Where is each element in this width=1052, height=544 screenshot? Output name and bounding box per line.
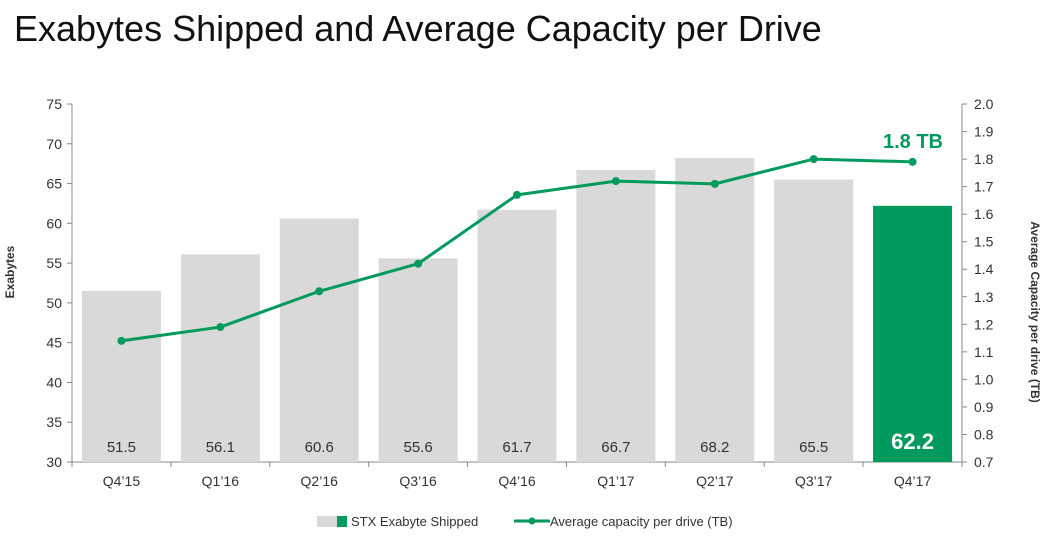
bar: [378, 258, 458, 462]
y2-tick-label: 1.2: [974, 316, 994, 332]
y2-tick-label: 1.9: [974, 124, 994, 140]
y-tick-label: 30: [46, 454, 62, 470]
line-point: [513, 190, 521, 199]
y2-tick-label: 1.6: [974, 206, 994, 222]
line-point: [809, 155, 818, 164]
bar-value-label: 68.2: [700, 439, 729, 456]
legend-bar-swatch: [317, 516, 347, 527]
legend-bar-swatch-accent: [337, 516, 347, 527]
bar-value-label: 60.6: [305, 439, 334, 456]
y-axis-label: Exabytes: [3, 245, 17, 298]
line-point: [216, 323, 225, 332]
x-tick-label: Q3’16: [399, 473, 437, 489]
bar: [774, 179, 854, 463]
x-tick-label: Q4’16: [498, 473, 536, 489]
y2-tick-label: 1.0: [974, 371, 994, 387]
bar-labels: 51.5 56.1 60.6 55.6 61.7 66.7 68.2 65.5 62.2: [107, 429, 934, 456]
line-point: [908, 157, 917, 166]
y-tick-label: 75: [46, 96, 62, 112]
bar: [81, 290, 161, 462]
y2-tick-label: 1.4: [974, 261, 994, 277]
y-tick-label: 65: [46, 176, 62, 192]
bar: [576, 170, 656, 462]
y2-tick-label: 2.0: [974, 96, 994, 112]
y2-tick-labels: 0.7 0.8 0.9 1.0 1.1 1.2 1.3 1.4 1.5 1.6 1.7 1.8 1.9 2…: [974, 96, 994, 470]
y2-tick-label: 1.3: [974, 289, 994, 305]
y2-tick-label: 1.8: [974, 151, 994, 167]
line-point: [710, 179, 719, 188]
x-tick-label: Q4’15: [103, 473, 141, 489]
page-title: Exabytes Shipped and Average Capacity pe…: [14, 8, 822, 49]
bar: [477, 209, 557, 462]
bars: [81, 158, 953, 463]
y-tick-label: 40: [46, 374, 62, 390]
y-tick-label: 35: [46, 414, 62, 430]
bar: [873, 205, 953, 462]
line-point: [117, 336, 126, 345]
y2-axis-label: Average Capacity per drive (TB): [1028, 221, 1042, 403]
x-tick-label: Q4’17: [894, 473, 932, 489]
legend-line-label: Average capacity per drive (TB): [550, 514, 733, 529]
bar-value-label: 55.6: [404, 439, 433, 456]
legend: STX Exabyte Shipped Average capacity per…: [317, 514, 733, 529]
x-tick-label: Q2’16: [301, 473, 339, 489]
x-tick-label: Q2’17: [696, 473, 734, 489]
legend-bar-label: STX Exabyte Shipped: [351, 514, 478, 529]
y2-tick-label: 0.9: [974, 399, 994, 415]
legend-line-marker: [528, 517, 536, 525]
line-point: [315, 287, 324, 296]
x-tick-labels: Q4’15 Q1’16 Q2’16 Q3’16 Q4’16 Q1’17 Q2’17 Q3’17…: [103, 473, 932, 489]
y2-tick-label: 1.7: [974, 179, 994, 195]
bar-value-label: 51.5: [107, 439, 136, 456]
annotation-label: 1.8 TB: [883, 131, 943, 153]
x-tick-label: Q3’17: [795, 473, 833, 489]
y-tick-label: 45: [46, 335, 62, 351]
bar: [675, 158, 755, 462]
y-tick-label: 60: [46, 215, 62, 231]
line-point: [414, 259, 423, 268]
y2-tick-label: 0.7: [974, 454, 994, 470]
bar-value-label: 66.7: [601, 439, 630, 456]
line-series: [117, 155, 917, 345]
line-point: [611, 177, 620, 186]
y-tick-labels: 30 35 40 45 50 55 60 65 70 75: [46, 96, 62, 470]
y-tick-label: 50: [46, 295, 62, 311]
y2-tick-label: 1.5: [974, 234, 994, 250]
bar: [180, 254, 260, 462]
y-tick-label: 70: [46, 136, 62, 152]
bar-value-label: 56.1: [206, 439, 235, 456]
bar-value-label: 61.7: [502, 439, 531, 456]
y-tick-label: 55: [46, 255, 62, 271]
x-tick-label: Q1’16: [202, 473, 240, 489]
x-tick-label: Q1’17: [597, 473, 635, 489]
bar: [279, 218, 359, 462]
bar-value-label: 62.2: [891, 429, 934, 454]
bar-value-label: 65.5: [799, 439, 828, 456]
y2-tick-label: 1.1: [974, 344, 994, 360]
y2-tick-label: 0.8: [974, 426, 994, 442]
